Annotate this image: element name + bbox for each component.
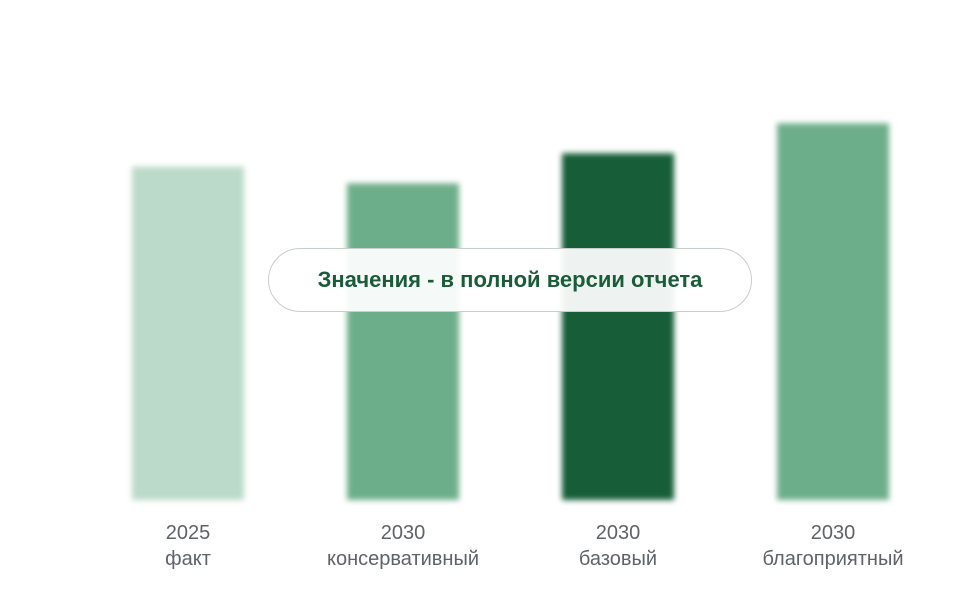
x-tick-label-line: 2030	[811, 522, 856, 544]
x-tick-label-3: 2030 благоприятный	[762, 522, 903, 570]
full-report-notice: Значения - в полной версии отчета	[268, 248, 752, 312]
x-tick-label-0: 2025 факт	[165, 522, 211, 570]
x-tick-label-line: 2030	[596, 522, 641, 544]
x-tick-label-line: 2025	[166, 522, 211, 544]
x-tick-label-line: благоприятный	[762, 548, 903, 570]
x-tick-label-line: факт	[165, 548, 211, 570]
x-tick-label-line: консервативный	[327, 548, 479, 570]
x-tick-label-2: 2030 базовый	[579, 522, 657, 570]
bar-3	[777, 123, 889, 500]
x-tick-label-line: 2030	[381, 522, 426, 544]
bars-layer	[132, 123, 889, 501]
full-report-notice-text: Значения - в полной версии отчета	[317, 267, 703, 292]
bar-2	[562, 153, 674, 501]
bar-0	[132, 166, 244, 500]
x-tick-label-line: базовый	[579, 548, 657, 570]
bar-1	[347, 183, 459, 501]
x-tick-label-1: 2030 консервативный	[327, 522, 479, 570]
